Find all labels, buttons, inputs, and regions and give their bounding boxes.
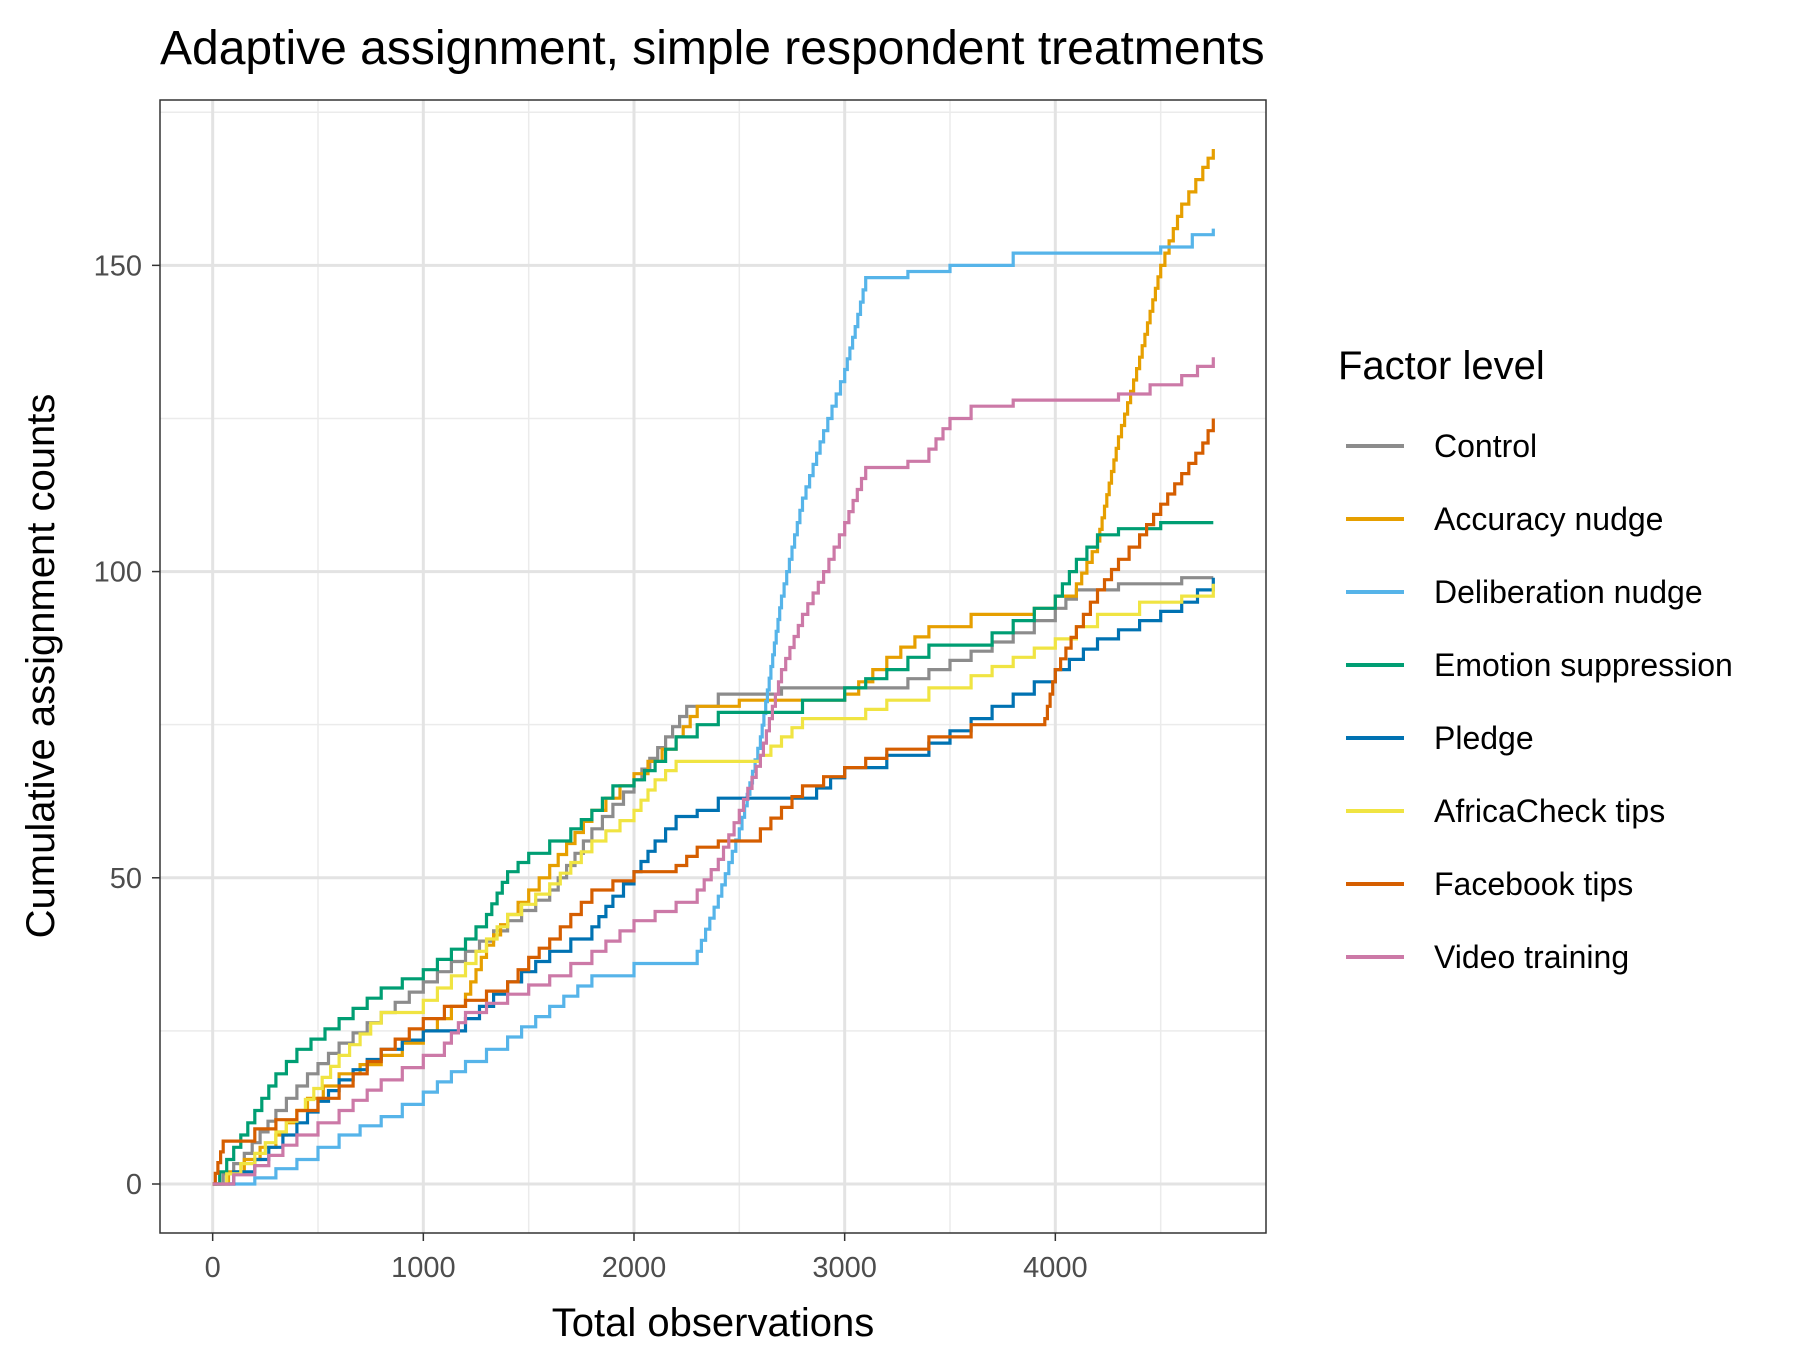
y-tick-label-1: 50 <box>110 863 142 895</box>
legend-label-3: Emotion suppression <box>1434 647 1733 683</box>
y-tick-label-0: 0 <box>126 1169 142 1201</box>
legend-item: Facebook tips <box>1346 866 1633 902</box>
plot-border <box>159 99 1267 1234</box>
legend-item: Deliberation nudge <box>1346 574 1703 610</box>
legend-label-6: Facebook tips <box>1434 866 1633 902</box>
series-line-5 <box>212 583 1215 1186</box>
y-tick-label-3: 150 <box>94 250 142 282</box>
legend-item: Video training <box>1346 939 1629 975</box>
x-axis-ticks: 0 1000 2000 3000 4000 <box>205 1233 1088 1284</box>
series-layer <box>212 149 1215 1186</box>
y-tick-label-2: 100 <box>94 557 142 589</box>
legend-label-0: Control <box>1434 428 1537 464</box>
legend-label-4: Pledge <box>1434 720 1534 756</box>
y-axis-ticks: 0 50 100 150 <box>94 250 160 1201</box>
series-line-3 <box>212 521 1214 1186</box>
legend-label-7: Video training <box>1434 939 1629 975</box>
x-tick-label-2: 2000 <box>602 1252 667 1284</box>
x-tick-label-3: 3000 <box>812 1252 877 1284</box>
legend-label-1: Accuracy nudge <box>1434 501 1663 537</box>
legend-items: Control Accuracy nudge Deliberation nudge E… <box>1346 428 1733 975</box>
x-axis-title: Total observations <box>552 1301 874 1345</box>
chart-title: Adaptive assignment, simple respondent t… <box>160 22 1265 75</box>
y-axis-title: Cumulative assignment counts <box>19 394 63 939</box>
legend-item: Accuracy nudge <box>1346 501 1663 537</box>
legend-item: Control <box>1346 428 1537 464</box>
legend: Factor level Control Accuracy nudge Delibe… <box>1338 344 1733 975</box>
legend-label-5: AfricaCheck tips <box>1434 793 1665 829</box>
x-tick-label-1: 1000 <box>391 1252 456 1284</box>
legend-label-2: Deliberation nudge <box>1434 574 1703 610</box>
legend-item: Emotion suppression <box>1346 647 1733 683</box>
x-tick-label-4: 4000 <box>1023 1252 1088 1284</box>
legend-title: Factor level <box>1338 344 1545 388</box>
legend-item: AfricaCheck tips <box>1346 793 1665 829</box>
series-line-7 <box>212 357 1215 1186</box>
series-line-6 <box>212 418 1215 1186</box>
legend-item: Pledge <box>1346 720 1534 756</box>
x-tick-label-0: 0 <box>205 1252 221 1284</box>
